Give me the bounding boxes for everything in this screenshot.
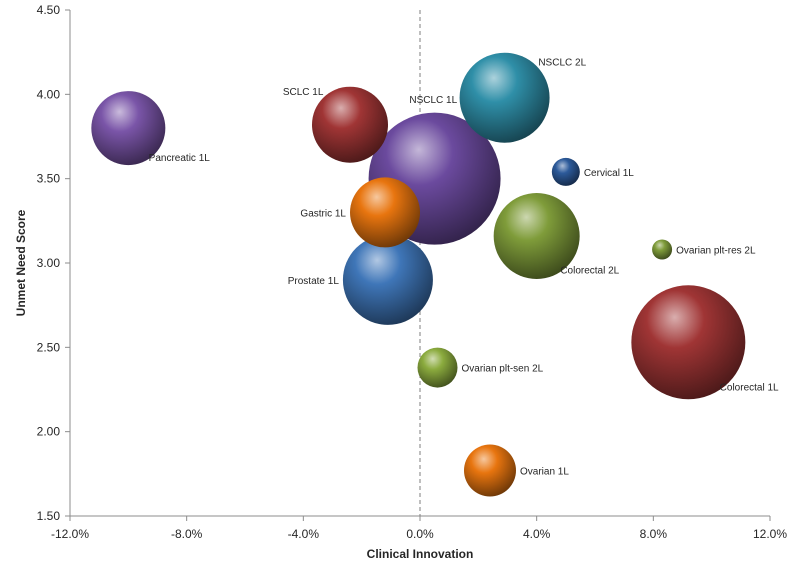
x-tick-label: -4.0% bbox=[288, 527, 320, 541]
y-tick-label: 2.50 bbox=[37, 340, 61, 354]
bubble-label: Pancreatic 1L bbox=[149, 153, 211, 164]
x-tick-label: 4.0% bbox=[523, 527, 551, 541]
y-tick-label: 3.00 bbox=[37, 256, 61, 270]
bubble-pancreatic-1l bbox=[91, 91, 166, 166]
bubble-label: Colorectal 1L bbox=[720, 383, 779, 394]
bubble-ovarian-1l bbox=[464, 444, 516, 497]
x-axis-ticks: -12.0% -8.0% -4.0% 0.0% 4.0% 8.0% 12.0% bbox=[51, 516, 787, 541]
y-tick-label: 2.00 bbox=[37, 425, 61, 439]
bubble-label: Ovarian 1L bbox=[520, 466, 569, 477]
x-axis-title: Clinical Innovation bbox=[367, 547, 474, 561]
y-axis-title: Unmet Need Score bbox=[14, 209, 28, 316]
y-tick-label: 3.50 bbox=[37, 172, 61, 186]
axes: -12.0% -8.0% -4.0% 0.0% 4.0% 8.0% 12.0% 1.50 2.… bbox=[14, 3, 787, 561]
bubble-nsclc-2l bbox=[459, 52, 550, 143]
bubble-label: NSCLC 1L bbox=[409, 95, 457, 106]
bubble-prostate-1l bbox=[342, 234, 433, 325]
bubble-label: Prostate 1L bbox=[288, 276, 340, 287]
bubble-gastric-1l bbox=[350, 177, 420, 248]
bubble-colorectal-2l bbox=[493, 193, 580, 280]
y-tick-label: 4.00 bbox=[37, 87, 61, 101]
bubble-label: Ovarian plt-sen 2L bbox=[462, 364, 544, 375]
y-tick-label: 4.50 bbox=[37, 3, 61, 17]
bubble-ovarian-plt-res-2l bbox=[652, 239, 673, 260]
bubble-labels: Pancreatic 1L SCLC 1L NSCLC 1L NSCLC 2L Cerv… bbox=[149, 57, 779, 477]
x-tick-label: -12.0% bbox=[51, 527, 89, 541]
bubble-label: Ovarian plt-res 2L bbox=[676, 246, 756, 257]
y-tick-label: 1.50 bbox=[37, 509, 61, 523]
bubble-ovarian-plt-sen-2l bbox=[417, 347, 458, 388]
bubble-cervical-1l bbox=[551, 157, 580, 186]
x-tick-label: 12.0% bbox=[753, 527, 787, 541]
x-tick-label: 8.0% bbox=[640, 527, 668, 541]
x-tick-label: -8.0% bbox=[171, 527, 203, 541]
bubble-sclc-1l bbox=[312, 86, 388, 163]
bubble-label: Cervical 1L bbox=[584, 168, 634, 179]
bubble-colorectal-1l bbox=[631, 285, 746, 400]
bubbles bbox=[91, 52, 746, 497]
x-tick-label: 0.0% bbox=[406, 527, 434, 541]
y-axis-ticks: 1.50 2.00 2.50 3.00 3.50 4.00 4.50 bbox=[37, 3, 70, 523]
bubble-label: NSCLC 2L bbox=[538, 57, 586, 68]
bubble-label: SCLC 1L bbox=[283, 87, 324, 98]
bubble-label: Gastric 1L bbox=[300, 208, 346, 219]
bubble-label: Colorectal 2L bbox=[560, 266, 619, 277]
